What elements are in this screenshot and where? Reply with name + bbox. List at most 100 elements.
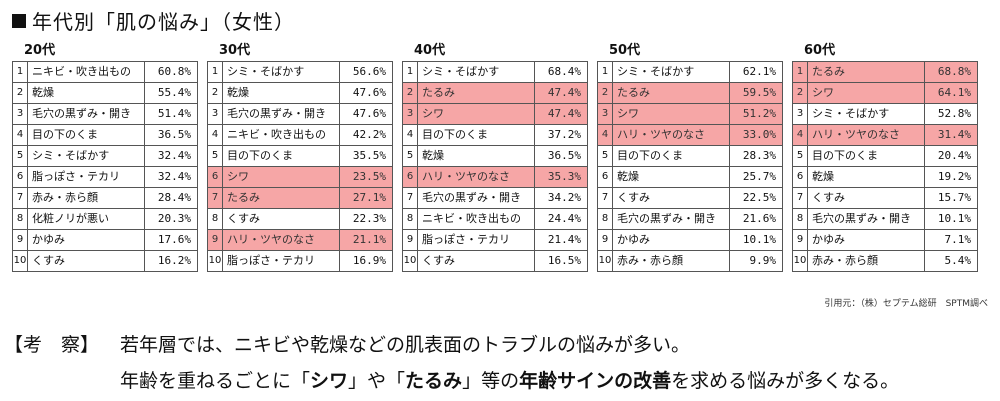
percent-cell: 21.6% xyxy=(729,208,783,230)
percent-cell: 68.8% xyxy=(924,61,978,83)
concern-cell: 乾燥 xyxy=(222,82,340,104)
rank-cell: 5 xyxy=(792,145,808,167)
percent-cell: 22.3% xyxy=(339,208,393,230)
rank-cell: 3 xyxy=(402,103,418,125)
table-row: 6 ハリ・ツヤのなさ 35.3% xyxy=(402,166,588,188)
table-row: 10 くすみ 16.5% xyxy=(402,250,588,272)
table-row: 3 毛穴の黒ずみ・開き 47.6% xyxy=(207,103,393,125)
concern-cell: 目の下のくま xyxy=(612,145,730,167)
rank-cell: 10 xyxy=(792,250,808,272)
percent-cell: 17.6% xyxy=(144,229,198,251)
table-row: 10 赤み・赤ら顔 9.9% xyxy=(597,250,783,272)
table-row: 6 シワ 23.5% xyxy=(207,166,393,188)
table-row: 9 かゆみ 7.1% xyxy=(792,229,978,251)
ranking-list: 1 たるみ 68.8% 2 シワ 64.1% 3 シミ・そばかす 52.8% 4 ハリ・ツヤのなさ 3… xyxy=(792,61,978,272)
percent-cell: 31.4% xyxy=(924,124,978,146)
concern-cell: 乾燥 xyxy=(417,145,535,167)
rank-cell: 8 xyxy=(207,208,223,230)
rank-cell: 8 xyxy=(402,208,418,230)
percent-cell: 23.5% xyxy=(339,166,393,188)
table-row: 5 目の下のくま 20.4% xyxy=(792,145,978,167)
percent-cell: 33.0% xyxy=(729,124,783,146)
percent-cell: 21.4% xyxy=(534,229,588,251)
percent-cell: 32.4% xyxy=(144,166,198,188)
percent-cell: 35.5% xyxy=(339,145,393,167)
ranking-table-2: 40代 1 シミ・そばかす 68.4% 2 たるみ 47.4% 3 シワ 47.4% 4 目の下のくま… xyxy=(402,41,588,272)
percent-cell: 60.8% xyxy=(144,61,198,83)
table-row: 2 たるみ 47.4% xyxy=(402,82,588,104)
table-row: 2 たるみ 59.5% xyxy=(597,82,783,104)
concern-cell: 脂っぽさ・テカリ xyxy=(417,229,535,251)
table-row: 1 シミ・そばかす 56.6% xyxy=(207,61,393,83)
table-row: 8 毛穴の黒ずみ・開き 21.6% xyxy=(597,208,783,230)
percent-cell: 9.9% xyxy=(729,250,783,272)
percent-cell: 20.3% xyxy=(144,208,198,230)
table-row: 1 シミ・そばかす 62.1% xyxy=(597,61,783,83)
table-row: 9 ハリ・ツヤのなさ 21.1% xyxy=(207,229,393,251)
table-row: 4 ハリ・ツヤのなさ 33.0% xyxy=(597,124,783,146)
table-row: 8 毛穴の黒ずみ・開き 10.1% xyxy=(792,208,978,230)
percent-cell: 36.5% xyxy=(534,145,588,167)
concern-cell: シワ xyxy=(807,82,925,104)
table-row: 9 かゆみ 17.6% xyxy=(12,229,198,251)
rank-cell: 7 xyxy=(402,187,418,209)
table-row: 8 ニキビ・吹き出もの 24.4% xyxy=(402,208,588,230)
percent-cell: 62.1% xyxy=(729,61,783,83)
rank-cell: 5 xyxy=(597,145,613,167)
percent-cell: 35.3% xyxy=(534,166,588,188)
rank-cell: 1 xyxy=(207,61,223,83)
concern-cell: 毛穴の黒ずみ・開き xyxy=(27,103,145,125)
source-note: 引用元：（株）セプテム総研 SPTM調べ xyxy=(824,299,988,309)
concern-cell: くすみ xyxy=(222,208,340,230)
concern-cell: かゆみ xyxy=(612,229,730,251)
rank-cell: 5 xyxy=(207,145,223,167)
percent-cell: 5.4% xyxy=(924,250,978,272)
percent-cell: 51.2% xyxy=(729,103,783,125)
concern-cell: くすみ xyxy=(612,187,730,209)
rank-cell: 9 xyxy=(792,229,808,251)
table-row: 9 かゆみ 10.1% xyxy=(597,229,783,251)
concern-cell: シワ xyxy=(612,103,730,125)
table-row: 5 目の下のくま 28.3% xyxy=(597,145,783,167)
rank-cell: 10 xyxy=(597,250,613,272)
rank-cell: 7 xyxy=(207,187,223,209)
table-row: 7 毛穴の黒ずみ・開き 34.2% xyxy=(402,187,588,209)
percent-cell: 15.7% xyxy=(924,187,978,209)
concern-cell: 化粧ノリが悪い xyxy=(27,208,145,230)
rank-cell: 9 xyxy=(207,229,223,251)
percent-cell: 28.4% xyxy=(144,187,198,209)
rank-cell: 3 xyxy=(597,103,613,125)
rank-cell: 7 xyxy=(792,187,808,209)
percent-cell: 55.4% xyxy=(144,82,198,104)
table-row: 2 乾燥 55.4% xyxy=(12,82,198,104)
table-row: 9 脂っぽさ・テカリ 21.4% xyxy=(402,229,588,251)
concern-cell: ハリ・ツヤのなさ xyxy=(612,124,730,146)
concern-cell: 乾燥 xyxy=(612,166,730,188)
percent-cell: 16.2% xyxy=(144,250,198,272)
percent-cell: 25.7% xyxy=(729,166,783,188)
concern-cell: ハリ・ツヤのなさ xyxy=(417,166,535,188)
rank-cell: 4 xyxy=(597,124,613,146)
consideration-line1: 若年層では、ニキビや乾燥などの肌表面のトラブルの悩みが多い。 xyxy=(120,334,691,356)
concern-cell: くすみ xyxy=(417,250,535,272)
table-row: 1 たるみ 68.8% xyxy=(792,61,978,83)
rank-cell: 1 xyxy=(792,61,808,83)
concern-cell: たるみ xyxy=(222,187,340,209)
percent-cell: 37.2% xyxy=(534,124,588,146)
percent-cell: 19.2% xyxy=(924,166,978,188)
concern-cell: シワ xyxy=(222,166,340,188)
ranking-list: 1 シミ・そばかす 68.4% 2 たるみ 47.4% 3 シワ 47.4% 4 目の下のくま 37.… xyxy=(402,61,588,272)
percent-cell: 36.5% xyxy=(144,124,198,146)
table-row: 2 シワ 64.1% xyxy=(792,82,978,104)
rank-cell: 4 xyxy=(792,124,808,146)
rank-cell: 8 xyxy=(12,208,28,230)
table-row: 5 乾燥 36.5% xyxy=(402,145,588,167)
table-row: 3 シワ 51.2% xyxy=(597,103,783,125)
concern-cell: 目の下のくま xyxy=(807,145,925,167)
rank-cell: 2 xyxy=(402,82,418,104)
percent-cell: 27.1% xyxy=(339,187,393,209)
table-row: 8 くすみ 22.3% xyxy=(207,208,393,230)
percent-cell: 47.4% xyxy=(534,82,588,104)
rank-cell: 8 xyxy=(792,208,808,230)
concern-cell: シミ・そばかす xyxy=(222,61,340,83)
